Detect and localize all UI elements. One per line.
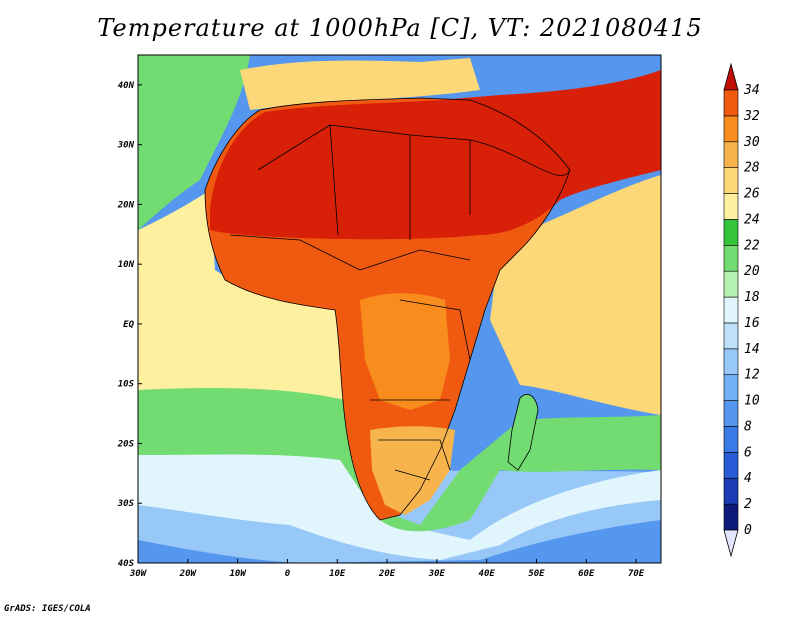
x-tick-label: 30E (428, 569, 446, 579)
colorbar-above-triangle (723, 62, 739, 91)
colorbar-swatch (723, 89, 739, 117)
y-tick-label: 20N (117, 200, 135, 210)
colorbar-swatch (723, 503, 739, 531)
colorbar-label: 22 (744, 238, 760, 253)
colorbar-label: 34 (743, 83, 760, 98)
colorbar-swatch (723, 141, 739, 168)
congo-basin (360, 293, 450, 410)
y-tick-label: 10S (118, 380, 135, 390)
colorbar-swatch (723, 348, 739, 376)
y-tick-label: 20S (117, 439, 135, 449)
colorbar-label: 0 (744, 523, 752, 538)
southern-africa (370, 426, 455, 515)
colorbar-swatch (723, 115, 739, 143)
x-tick-label: 60E (578, 569, 595, 579)
colorbar-label: 30 (743, 135, 760, 150)
x-tick-label: 70E (628, 569, 645, 579)
map-title: Temperature at 1000hPa [C], VT: 20210804… (97, 14, 703, 42)
madagascar (508, 394, 538, 470)
tropical-atlantic (138, 190, 345, 400)
colorbar-label: 24 (744, 212, 760, 227)
colorbar-swatch (723, 400, 739, 427)
colorbar-swatch (723, 374, 739, 401)
colorbar-label: 20 (744, 264, 760, 279)
y-tick-label: 30S (117, 499, 135, 509)
x-tick-label: 30W (129, 569, 148, 579)
colorbar-swatch (723, 296, 739, 324)
y-tick-label: EQ (123, 320, 134, 330)
temperature-field (138, 55, 661, 563)
y-tick-label: 30N (117, 141, 135, 151)
x-tick-label: 50E (528, 569, 545, 579)
colorbar-label: 32 (743, 109, 760, 124)
axis-ticks: 30W 20W 10W 0 10E 20E 30E 40E 50E 60E 70E 40N 30N 20N… (117, 81, 645, 579)
colorbar-label: 26 (744, 187, 760, 202)
colorbar-swatch (723, 452, 739, 479)
colorbar-label: 14 (744, 342, 760, 357)
mediterranean (240, 58, 480, 110)
x-tick-label: 10W (229, 569, 247, 579)
colorbar-swatch (723, 270, 739, 298)
colorbar-label: 8 (744, 419, 752, 434)
x-tick-label: 20W (179, 569, 198, 579)
colorbar-swatch (723, 167, 739, 194)
plot-frame (137, 54, 662, 564)
colorbar-label: 2 (744, 497, 752, 512)
colorbar-label: 6 (744, 445, 752, 460)
y-tick-label: 40S (118, 559, 135, 569)
y-tick-label: 10N (118, 260, 135, 270)
colorbar-label: 28 (744, 161, 760, 176)
colorbar-swatch (723, 477, 739, 505)
colorbar-swatch (723, 322, 739, 350)
colorbar-swatch (723, 244, 739, 272)
colorbar-label: 16 (744, 316, 760, 331)
sahara-arabia-hot (210, 70, 661, 240)
x-tick-label: 0 (285, 569, 291, 579)
colorbar-swatch (723, 219, 739, 246)
x-tick-label: 20E (378, 569, 396, 579)
x-tick-label: 10E (329, 569, 346, 579)
subtropical-green (138, 345, 661, 532)
country-borders (204, 97, 571, 521)
colorbar-swatch (723, 193, 739, 220)
y-tick-label: 40N (118, 81, 135, 91)
colorbar-label: 18 (744, 290, 760, 305)
footer-credit: GrADS: IGES/COLA (4, 604, 91, 614)
subtropical-cool (138, 440, 661, 560)
colorbar-swatch (723, 426, 739, 453)
colorbar-label: 12 (744, 368, 760, 383)
colorbar-label: 10 (744, 394, 760, 409)
colorbar-label: 4 (744, 471, 752, 486)
x-tick-label: 40E (479, 569, 496, 579)
subtropical-green-north (138, 55, 250, 230)
colorbar-below-triangle (723, 529, 739, 558)
